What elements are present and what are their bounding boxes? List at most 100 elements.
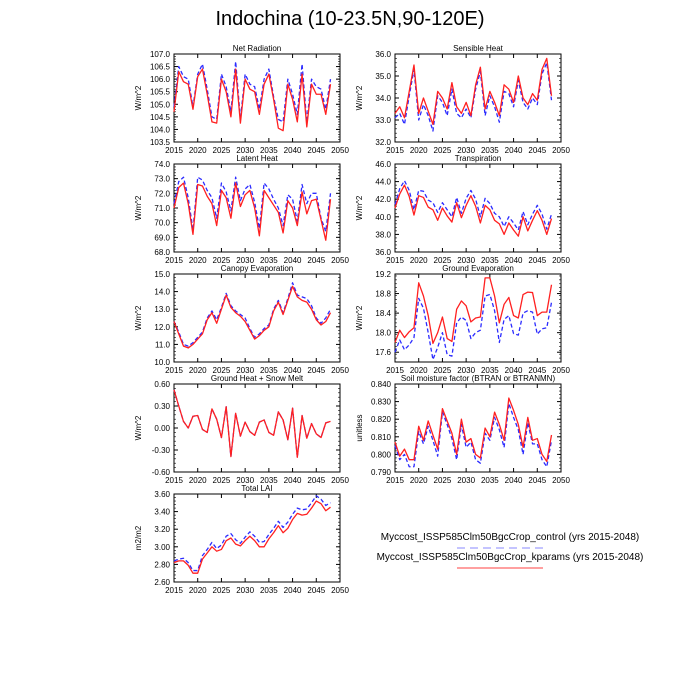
series-line-kparams (173, 285, 332, 349)
y-tick-label: 0.810 (371, 433, 392, 442)
y-tick-label: 18.0 (375, 329, 391, 338)
x-tick-label: 2015 (165, 586, 183, 595)
y-tick-label: 2.80 (154, 560, 170, 569)
panel-total-lai: Total LAI m2/m2 2015 2020 2025 2030 2035 2040 20… (134, 484, 349, 595)
y-tick-label: 42.0 (375, 195, 391, 204)
x-tick-label: 2050 (331, 146, 349, 155)
y-tick-label: 3.60 (154, 490, 170, 499)
x-tick-label: 2040 (284, 256, 302, 265)
x-tick-label: 2020 (410, 146, 428, 155)
panel-soil-moisture-factor-btran-or-btranmn-: Soil moisture factor (BTRAN or BTRANMN) u… (355, 374, 570, 485)
y-axis-label: W/m^2 (355, 195, 364, 220)
series-line-kparams (394, 184, 553, 237)
y-axis-label: W/m^2 (355, 305, 364, 330)
y-tick-label: 0.820 (371, 415, 392, 424)
panel-ground-evaporation: Ground Evaporation W/m^2 2015 2020 2025 2030 2… (355, 264, 570, 375)
x-tick-label: 2045 (528, 146, 546, 155)
x-tick-label: 2045 (307, 366, 325, 375)
x-tick-label: 2020 (189, 146, 207, 155)
x-tick-label: 2030 (457, 366, 475, 375)
x-tick-label: 2030 (236, 256, 254, 265)
x-tick-label: 2050 (552, 366, 570, 375)
panel-transpiration: Transpiration W/m^2 2015 2020 2025 2030 2035 20… (355, 154, 570, 265)
x-tick-label: 2050 (331, 256, 349, 265)
y-axis-label: m2/m2 (134, 525, 143, 550)
panel-sensible-heat: Sensible Heat W/m^2 2015 2020 2025 2030 2035 20… (355, 44, 570, 155)
x-tick-label: 2015 (386, 256, 404, 265)
x-tick-label: 2045 (307, 586, 325, 595)
x-tick-label: 2050 (552, 476, 570, 485)
x-tick-label: 2040 (505, 476, 523, 485)
y-tick-label: 2.60 (154, 578, 170, 587)
y-tick-label: 3.00 (154, 543, 170, 552)
y-tick-label: 105.5 (150, 88, 171, 97)
y-tick-label: 3.40 (154, 508, 170, 517)
x-tick-label: 2040 (505, 256, 523, 265)
x-tick-label: 2045 (307, 256, 325, 265)
y-tick-label: 0.830 (371, 398, 392, 407)
x-tick-label: 2035 (260, 586, 278, 595)
x-tick-label: 2030 (457, 256, 475, 265)
y-tick-label: 73.0 (154, 175, 170, 184)
x-tick-label: 2040 (284, 476, 302, 485)
y-tick-label: 104.0 (150, 125, 171, 134)
y-tick-label: 14.0 (154, 288, 170, 297)
x-tick-label: 2045 (307, 146, 325, 155)
x-tick-label: 2020 (410, 476, 428, 485)
y-tick-label: 35.0 (375, 72, 391, 81)
y-tick-label: 0.30 (154, 402, 170, 411)
x-tick-label: 2050 (331, 476, 349, 485)
y-tick-label: 0.60 (154, 380, 170, 389)
x-tick-label: 2030 (457, 476, 475, 485)
y-tick-label: 3.20 (154, 525, 170, 534)
y-tick-label: 70.0 (154, 219, 170, 228)
series-line-kparams (394, 57, 553, 126)
y-tick-label: 18.8 (375, 290, 391, 299)
x-tick-label: 2040 (505, 366, 523, 375)
x-tick-label: 2025 (434, 366, 452, 375)
x-tick-label: 2035 (481, 256, 499, 265)
y-axis-label: W/m^2 (134, 195, 143, 220)
y-tick-label: -0.60 (152, 468, 171, 477)
panel-ground-heat-snow-melt: Ground Heat + Snow Melt W/m^2 2015 2020 2025… (134, 374, 349, 485)
panel-title: Transpiration (455, 154, 501, 163)
x-tick-label: 2045 (307, 476, 325, 485)
figure-title: Indochina (10-23.5N,90-120E) (215, 8, 485, 30)
legend-label-kparams: Myccost_ISSP585Clm50BgcCrop_kparams (yrs… (376, 552, 644, 563)
y-tick-label: 11.0 (155, 340, 171, 349)
x-tick-label: 2025 (213, 366, 231, 375)
y-tick-label: 0.800 (371, 450, 392, 459)
x-tick-label: 2035 (260, 146, 278, 155)
x-tick-label: 2020 (189, 476, 207, 485)
x-tick-label: 2035 (481, 366, 499, 375)
legend-swatch-kparams (457, 567, 543, 569)
plot-frame (394, 383, 562, 473)
y-tick-label: 13.0 (154, 305, 170, 314)
y-tick-label: 36.0 (375, 50, 391, 59)
x-tick-label: 2015 (165, 256, 183, 265)
y-tick-label: 40.0 (375, 213, 391, 222)
panel-title: Total LAI (241, 484, 272, 493)
y-tick-label: 0.790 (371, 468, 392, 477)
y-tick-label: 71.0 (154, 204, 170, 213)
y-tick-label: -0.30 (152, 446, 171, 455)
y-axis-label: W/m^2 (134, 85, 143, 110)
y-tick-label: 68.0 (154, 248, 170, 257)
y-axis-label: unitless (355, 414, 364, 441)
panel-title: Ground Evaporation (442, 264, 514, 273)
x-tick-label: 2015 (165, 366, 183, 375)
x-tick-label: 2030 (236, 586, 254, 595)
series-line-control (173, 389, 331, 458)
x-tick-label: 2025 (434, 476, 452, 485)
y-tick-label: 12.0 (154, 323, 170, 332)
series-line-kparams (173, 389, 331, 458)
panel-title: Latent Heat (236, 154, 278, 163)
x-tick-label: 2015 (165, 146, 183, 155)
y-tick-label: 46.0 (375, 160, 391, 169)
panel-title: Net Radiation (233, 44, 281, 53)
x-tick-label: 2040 (284, 586, 302, 595)
y-axis-label: W/m^2 (134, 305, 143, 330)
y-tick-label: 104.5 (150, 113, 171, 122)
y-tick-label: 105.0 (150, 100, 171, 109)
